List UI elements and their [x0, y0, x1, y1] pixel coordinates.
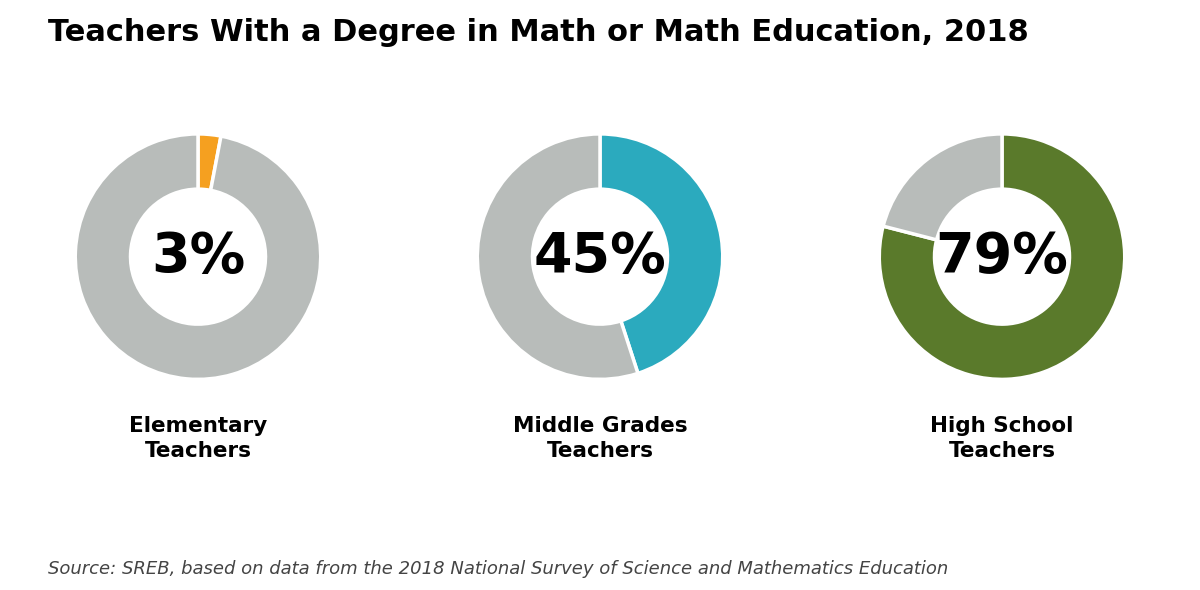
Wedge shape — [883, 134, 1002, 240]
Wedge shape — [76, 134, 320, 379]
Text: Source: SREB, based on data from the 2018 National Survey of Science and Mathema: Source: SREB, based on data from the 201… — [48, 560, 948, 578]
Text: Middle Grades
Teachers: Middle Grades Teachers — [512, 416, 688, 461]
Text: Elementary
Teachers: Elementary Teachers — [128, 416, 268, 461]
Text: 45%: 45% — [534, 230, 666, 284]
Wedge shape — [478, 134, 638, 379]
Wedge shape — [198, 134, 221, 191]
Text: Teachers With a Degree in Math or Math Education, 2018: Teachers With a Degree in Math or Math E… — [48, 18, 1028, 47]
Wedge shape — [600, 134, 722, 373]
Text: 79%: 79% — [936, 230, 1068, 284]
Text: High School
Teachers: High School Teachers — [930, 416, 1074, 461]
Text: 3%: 3% — [151, 230, 245, 284]
Wedge shape — [880, 134, 1124, 379]
